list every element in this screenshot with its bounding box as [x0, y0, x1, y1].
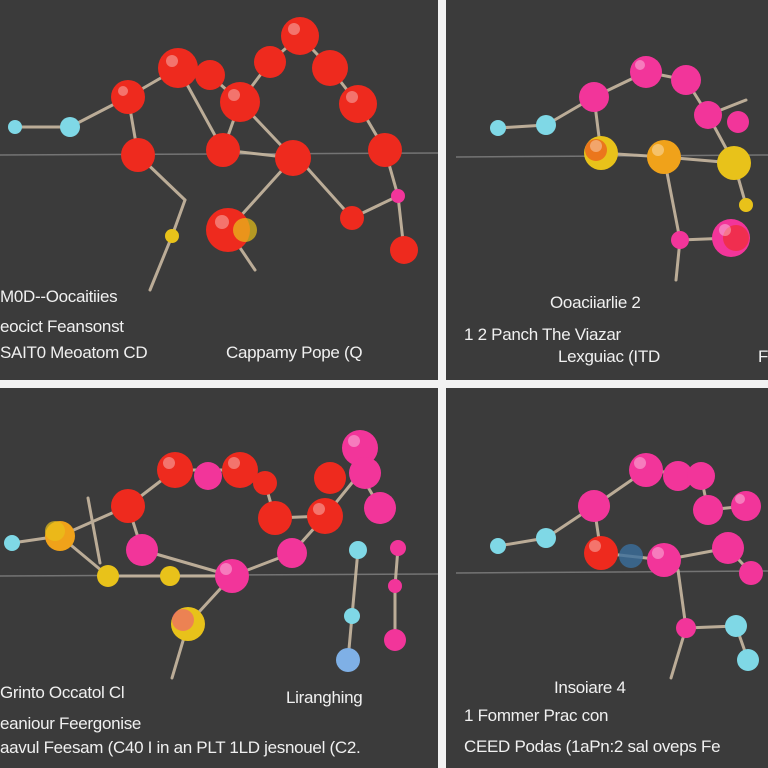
molecule-panel-top-left: M0D--Oocaitiies eocict Feansonst SAIT0 M… [0, 0, 438, 380]
molecule-panel-bottom-left: Grinto Occatol Cl Liranghing eaniour Fee… [0, 388, 438, 768]
caption-line-4: F [758, 347, 768, 366]
molecule-illustration [0, 430, 438, 680]
caption-line-2: eocict Feansonst [0, 317, 124, 336]
caption-line-3: Lexguiac (ITD [558, 347, 660, 366]
caption-line-1: Grinto Occatol Cl [0, 683, 125, 702]
caption-line-2: 1 2 Panch The Viazar [464, 325, 621, 344]
caption-line-4: aavul Feesam (C40 I in an PLT 1LD jesnou… [0, 738, 361, 757]
molecule-panel-top-right: Ooaciiarlie 2 1 2 Panch The Viazar Lexgu… [446, 0, 768, 380]
caption-line-4: Cappamy Pope (Q [226, 343, 363, 362]
caption-line-3: SAIT0 Meoatom CD [0, 343, 148, 362]
caption-line-1: Ooaciiarlie 2 [550, 293, 641, 312]
molecule-illustration [455, 453, 768, 680]
caption-line-3: eaniour Feergonise [0, 714, 142, 733]
molecule-illustration [0, 17, 438, 292]
caption-line-3: CEED Podas (1aPn:2 sal oveps Fe [464, 737, 721, 756]
caption-line-2: Liranghing [286, 688, 363, 707]
caption-line-2: 1 Fommer Prac con [464, 706, 609, 725]
molecule-panel-bottom-right: Insoiare 4 1 Fommer Prac con CEED Podas … [446, 388, 768, 768]
caption-line-1: M0D--Oocaitiies [0, 287, 118, 306]
molecule-illustration [455, 56, 768, 282]
caption-line-1: Insoiare 4 [554, 678, 626, 697]
